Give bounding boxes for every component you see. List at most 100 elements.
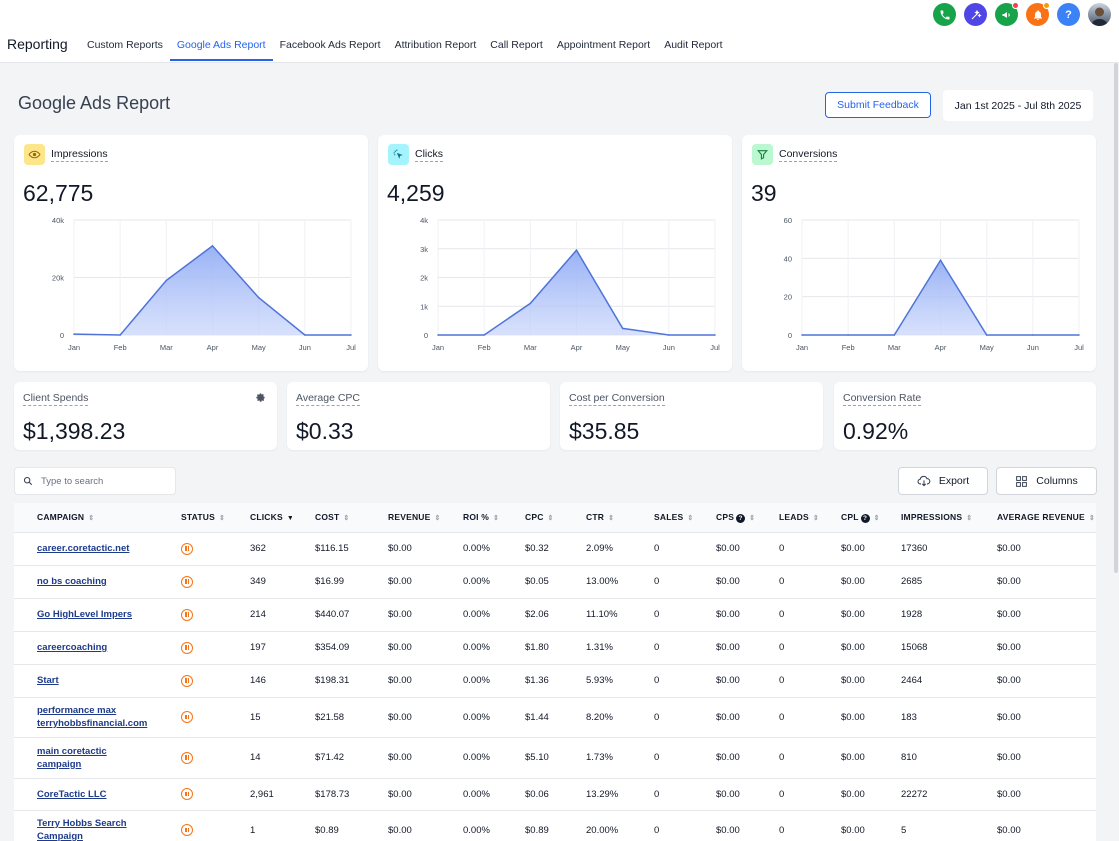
paused-status-icon[interactable]: [181, 788, 193, 800]
sales-cell: 0: [631, 737, 693, 779]
paused-status-icon[interactable]: [181, 575, 193, 588]
column-header-revenue[interactable]: REVENUE ⇕: [365, 503, 441, 533]
campaign-cell: CoreTactic LLC: [14, 778, 158, 811]
data-point[interactable]: [668, 334, 670, 336]
campaign-link[interactable]: performance max terryhobbsfinancial.com: [37, 705, 148, 729]
column-header-cpc[interactable]: CPC ⇕: [502, 503, 563, 533]
paused-status-icon[interactable]: [181, 674, 193, 687]
data-point[interactable]: [350, 334, 352, 336]
sort-icon[interactable]: ⇕: [749, 514, 756, 522]
table-row: Start 146 $198.31 $0.00 0.00% $1.36 5.93% 0 $0.0…: [14, 664, 1096, 698]
paused-status-icon[interactable]: [181, 542, 193, 555]
campaign-link[interactable]: main coretactic campaign: [37, 745, 107, 770]
data-point[interactable]: [801, 334, 803, 336]
submit-feedback-button[interactable]: Submit Feedback: [825, 92, 931, 118]
campaign-link[interactable]: Start: [37, 675, 59, 686]
paused-status-icon[interactable]: [181, 608, 193, 621]
data-point[interactable]: [1078, 334, 1080, 336]
sort-desc-icon[interactable]: ▼: [286, 515, 292, 523]
data-point[interactable]: [73, 333, 75, 335]
help-icon[interactable]: ?: [1057, 3, 1080, 26]
column-header-sales[interactable]: SALES ⇕: [631, 503, 693, 533]
sort-icon[interactable]: ⇕: [608, 515, 615, 523]
help-icon[interactable]: ?: [860, 513, 870, 523]
data-point[interactable]: [257, 296, 260, 299]
columns-button[interactable]: Columns: [996, 467, 1097, 495]
page-scrollbar[interactable]: [1113, 63, 1119, 573]
column-header-cpl[interactable]: CPL? ⇕: [818, 503, 878, 533]
column-header-clicks[interactable]: CLICKS ▼: [227, 503, 292, 533]
search-box[interactable]: [14, 467, 176, 495]
data-point[interactable]: [847, 334, 849, 336]
column-header-status[interactable]: STATUS ⇕: [158, 503, 227, 533]
campaign-link[interactable]: career.coretactic.net: [37, 543, 130, 554]
data-point[interactable]: [939, 259, 942, 262]
tab-attribution-report[interactable]: Attribution Report: [394, 39, 477, 51]
campaign-link[interactable]: CoreTactic LLC: [37, 788, 107, 800]
sort-icon[interactable]: ⇕: [218, 515, 226, 523]
tab-custom-reports[interactable]: Custom Reports: [87, 39, 163, 51]
tab-facebook-ads-report[interactable]: Facebook Ads Report: [279, 39, 381, 51]
magic-icon[interactable]: [964, 3, 987, 26]
column-header-ctr[interactable]: CTR ⇕: [563, 503, 631, 533]
page-title: Google Ads Report: [18, 93, 171, 113]
date-range-picker[interactable]: Jan 1st 2025 - Jul 8th 2025: [943, 90, 1093, 121]
data-point[interactable]: [985, 334, 988, 336]
sort-icon[interactable]: ⇕: [434, 515, 441, 523]
column-header-campaign[interactable]: CAMPAIGN ⇕: [14, 503, 158, 533]
paused-status-icon[interactable]: [181, 641, 193, 654]
phone-icon[interactable]: [933, 3, 956, 26]
avatar[interactable]: [1088, 3, 1111, 26]
megaphone-icon[interactable]: [995, 2, 1019, 26]
data-point[interactable]: [714, 334, 716, 336]
tab-call-report[interactable]: Call Report: [490, 39, 543, 51]
tab-appointment-report[interactable]: Appointment Report: [556, 39, 651, 51]
sort-icon[interactable]: ⇕: [873, 514, 878, 522]
data-point[interactable]: [437, 334, 439, 336]
column-header-cps[interactable]: CPS? ⇕: [693, 503, 756, 533]
paused-status-icon[interactable]: [181, 751, 193, 764]
gear-icon[interactable]: [255, 392, 266, 403]
y-tick-label: 40k: [52, 216, 64, 225]
export-button[interactable]: Export: [898, 467, 988, 495]
status-cell: [158, 664, 227, 698]
campaign-link[interactable]: careercoaching: [37, 642, 108, 653]
column-header-average-revenue[interactable]: AVERAGE REVENUE ⇕: [974, 503, 1096, 533]
paused-status-icon[interactable]: [181, 711, 193, 723]
column-header-leads[interactable]: LEADS ⇕: [756, 503, 818, 533]
data-point[interactable]: [119, 334, 121, 336]
data-point[interactable]: [165, 279, 168, 282]
campaign-link[interactable]: Terry Hobbs Search Campaign: [37, 818, 127, 841]
data-point[interactable]: [621, 327, 624, 330]
sort-icon[interactable]: ⇕: [343, 515, 350, 523]
column-header-cost[interactable]: COST ⇕: [292, 503, 365, 533]
tab-google-ads-report[interactable]: Google Ads Report: [169, 30, 273, 61]
campaign-link[interactable]: no bs coaching: [37, 576, 107, 587]
sort-icon[interactable]: ⇕: [493, 515, 500, 523]
clicks-cell: 146: [227, 664, 292, 698]
tab-audit-report[interactable]: Audit Report: [664, 39, 723, 51]
impressions-cell: 2685: [878, 565, 974, 599]
sort-icon[interactable]: ⇕: [88, 515, 95, 523]
data-point[interactable]: [211, 245, 214, 247]
data-point[interactable]: [529, 302, 532, 305]
bell-icon[interactable]: [1026, 2, 1050, 26]
data-point[interactable]: [1032, 334, 1034, 336]
sales-cell: 0: [631, 565, 693, 599]
column-header-roi-[interactable]: ROI % ⇕: [440, 503, 502, 533]
data-point[interactable]: [483, 334, 485, 336]
paused-status-icon[interactable]: [181, 824, 193, 836]
data-point[interactable]: [893, 334, 896, 336]
help-icon[interactable]: ?: [736, 513, 746, 523]
sort-icon[interactable]: ⇕: [812, 515, 818, 523]
campaign-link[interactable]: Go HighLevel Impers: [37, 609, 133, 620]
cost-cell: $0.89: [292, 810, 365, 841]
sort-icon[interactable]: ⇕: [966, 515, 973, 523]
column-header-impressions[interactable]: IMPRESSIONS ⇕: [878, 503, 974, 533]
sort-icon[interactable]: ⇕: [547, 515, 554, 523]
data-point[interactable]: [304, 334, 306, 336]
sort-icon[interactable]: ⇕: [687, 515, 693, 523]
search-input[interactable]: [41, 475, 161, 487]
data-point[interactable]: [575, 249, 578, 251]
sort-icon[interactable]: ⇕: [1088, 515, 1095, 523]
